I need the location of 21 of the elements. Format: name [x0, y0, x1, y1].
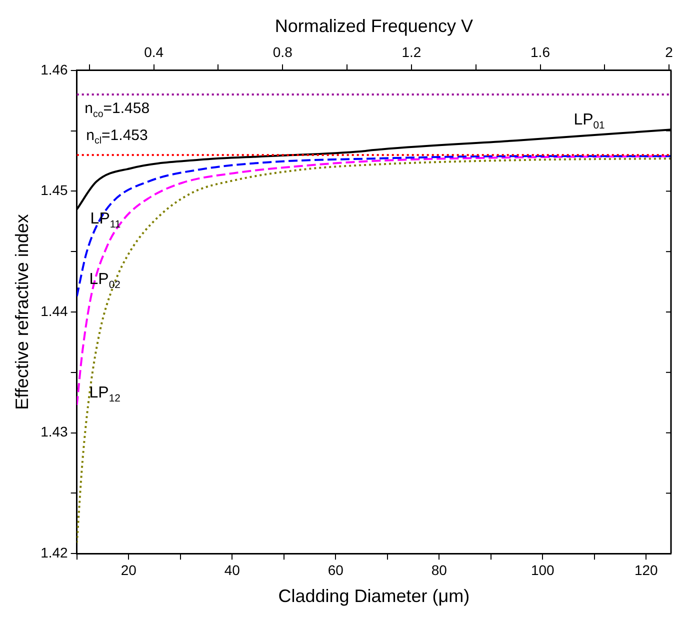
y-tick-label: 1.44	[40, 302, 68, 319]
y-tick-label: 1.45	[40, 182, 68, 198]
y-tick-label: 1.46	[40, 61, 68, 78]
x2-tick-label: 1.6	[530, 44, 550, 60]
x2-tick-label: 1.2	[402, 44, 422, 60]
x-tick-label: 100	[530, 562, 555, 578]
y-tick-label: 1.43	[40, 424, 68, 440]
x-tick-label: 60	[328, 562, 344, 578]
x-tick-label: 40	[224, 562, 240, 578]
y-tick-label: 1.42	[40, 544, 68, 560]
x2-tick-label: 0.4	[144, 44, 164, 60]
x2-axis-title: Normalized Frequency V	[274, 16, 473, 36]
x-tick-label: 80	[431, 562, 448, 578]
x-tick-label: 20	[120, 562, 137, 578]
x-tick-label: 120	[634, 562, 658, 578]
x-axis-title: Cladding Diameter (μm)	[278, 586, 470, 606]
y-axis-title: Effective refractive index	[12, 214, 32, 410]
line-series	[76, 155, 671, 298]
x2-tick-label: 0.8	[272, 44, 293, 60]
x2-tick-label: 2	[665, 44, 674, 60]
line-series	[76, 158, 671, 544]
